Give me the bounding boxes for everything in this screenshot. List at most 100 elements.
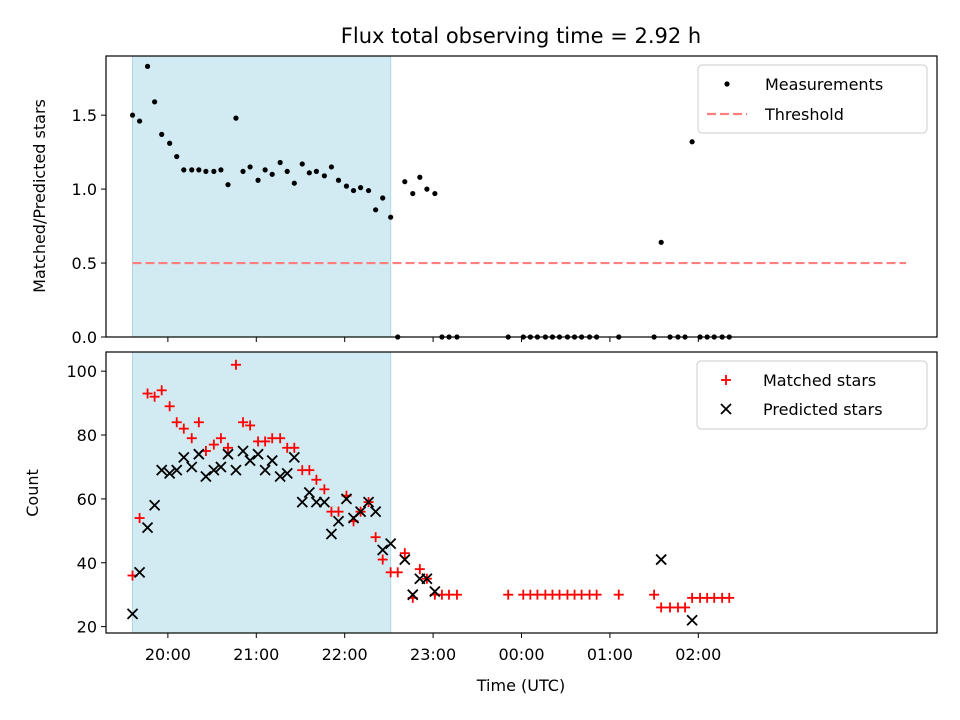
legend-predicted-marker: [720, 403, 732, 415]
x-stroke-b: [332, 515, 345, 527]
predicted-star-point: [178, 451, 190, 464]
matched-star-point: [230, 359, 241, 370]
x-stroke-b: [296, 496, 308, 508]
top-y-axis-label: Matched/Predicted stars: [30, 99, 49, 293]
predicted-star-point: [310, 496, 323, 508]
matched-star-point: [245, 420, 256, 431]
bottom-y-tick-label: 60: [77, 490, 97, 509]
predicted-star-point: [171, 464, 183, 476]
predicted-star-point: [208, 464, 220, 476]
predicted-star-point: [655, 553, 667, 566]
x-stroke-b: [288, 451, 300, 464]
predicted-star-point: [193, 448, 205, 460]
legend-predicted-label: Predicted stars: [763, 400, 883, 419]
measurement-point: [299, 161, 305, 167]
matched-star-point: [319, 484, 330, 495]
measurement-point: [658, 239, 664, 245]
x-stroke-b: [193, 448, 205, 460]
x-stroke-b: [385, 537, 397, 550]
measurement-point: [262, 167, 268, 173]
measurement-point: [255, 177, 261, 183]
predicted-star-point: [222, 448, 234, 460]
top-y-tick-label: 1.0: [72, 180, 97, 199]
x-stroke-b: [421, 573, 433, 585]
x-stroke-b: [208, 464, 220, 476]
x-stroke-b: [318, 496, 330, 508]
x-stroke-b: [200, 470, 212, 483]
measurement-point: [211, 168, 217, 174]
top-panel: 0.0 0.5 1.0 1.5 Matched/Predicted stars Mea…: [30, 55, 938, 347]
x-stroke-b: [156, 464, 168, 476]
bottom-x-tick-label: 01:00: [587, 645, 633, 664]
matched-star-point: [680, 602, 691, 613]
x-stroke-b: [274, 470, 286, 483]
measurement-point: [380, 195, 386, 201]
matched-star-point: [134, 513, 145, 524]
matched-star-point: [656, 602, 667, 613]
matched-star-point: [613, 589, 624, 600]
measurement-point: [313, 168, 320, 174]
x-stroke-b: [171, 464, 183, 476]
x-stroke-b: [720, 403, 732, 415]
matched-star-point: [414, 564, 425, 575]
predicted-star-point: [237, 445, 249, 457]
predicted-star-point: [407, 589, 419, 601]
predicted-star-point: [164, 467, 176, 479]
predicted-star-point: [230, 464, 242, 476]
top-y-ticks: 0.0 0.5 1.0 1.5: [72, 106, 106, 347]
legend-measurements-label: Measurements: [765, 75, 883, 94]
x-stroke-b: [148, 499, 161, 511]
top-legend-box: [697, 64, 928, 134]
bottom-legend-box: [696, 360, 928, 430]
legend-matched-marker: [721, 375, 731, 385]
bottom-x-tick-label: 23:00: [410, 645, 456, 664]
predicted-star-point: [141, 521, 154, 534]
measurement-point: [417, 174, 423, 180]
matched-star-point: [370, 532, 381, 543]
matched-star-point: [399, 548, 410, 559]
measurement-point: [689, 139, 695, 145]
predicted-star-point: [318, 496, 330, 508]
x-stroke-b: [362, 496, 375, 508]
measurement-point: [358, 185, 364, 191]
measurement-point: [152, 99, 158, 105]
bottom-x-tick-label: 20:00: [145, 645, 191, 664]
bottom-x-tick-label: 00:00: [498, 645, 544, 664]
predicted-star-point: [259, 464, 271, 476]
measurement-point: [240, 168, 246, 174]
measurement-point: [335, 177, 342, 183]
measurement-point: [277, 159, 283, 166]
matched-star-point: [222, 442, 233, 453]
matched-star-point: [164, 401, 175, 412]
x-stroke-b: [237, 445, 249, 457]
bottom-plot-frame: [105, 351, 938, 634]
measurement-point: [424, 186, 430, 192]
matched-star-point: [142, 388, 153, 399]
measurement-point: [365, 187, 372, 194]
legend-threshold-label: Threshold: [764, 105, 844, 124]
matched-star-point: [275, 433, 286, 444]
x-stroke-b: [259, 464, 271, 476]
measurement-point: [321, 173, 327, 179]
matched-star-point: [208, 439, 219, 450]
measurement-point: [284, 168, 290, 174]
matched-star-point: [591, 589, 602, 600]
matched-star-point: [186, 433, 197, 444]
matched-star-point: [238, 417, 249, 428]
measurement-point: [247, 164, 253, 170]
predicted-star-point: [332, 515, 345, 527]
bottom-y-tick-label: 80: [77, 426, 97, 445]
measurement-point: [373, 207, 379, 213]
bottom-y-axis-label: Count: [23, 469, 42, 517]
predicted-star-point: [362, 496, 375, 508]
top-shade-rect: [132, 55, 392, 338]
bottom-y-tick-label: 100: [66, 362, 97, 381]
top-x-ticks: [167, 337, 699, 342]
matched-star-point: [377, 554, 388, 565]
predicted-star-point: [252, 448, 264, 460]
predicted-star-point: [429, 585, 441, 598]
measurement-point: [269, 171, 275, 177]
measurement-point: [167, 140, 173, 146]
x-stroke-b: [354, 506, 367, 518]
x-stroke-b: [141, 521, 154, 534]
